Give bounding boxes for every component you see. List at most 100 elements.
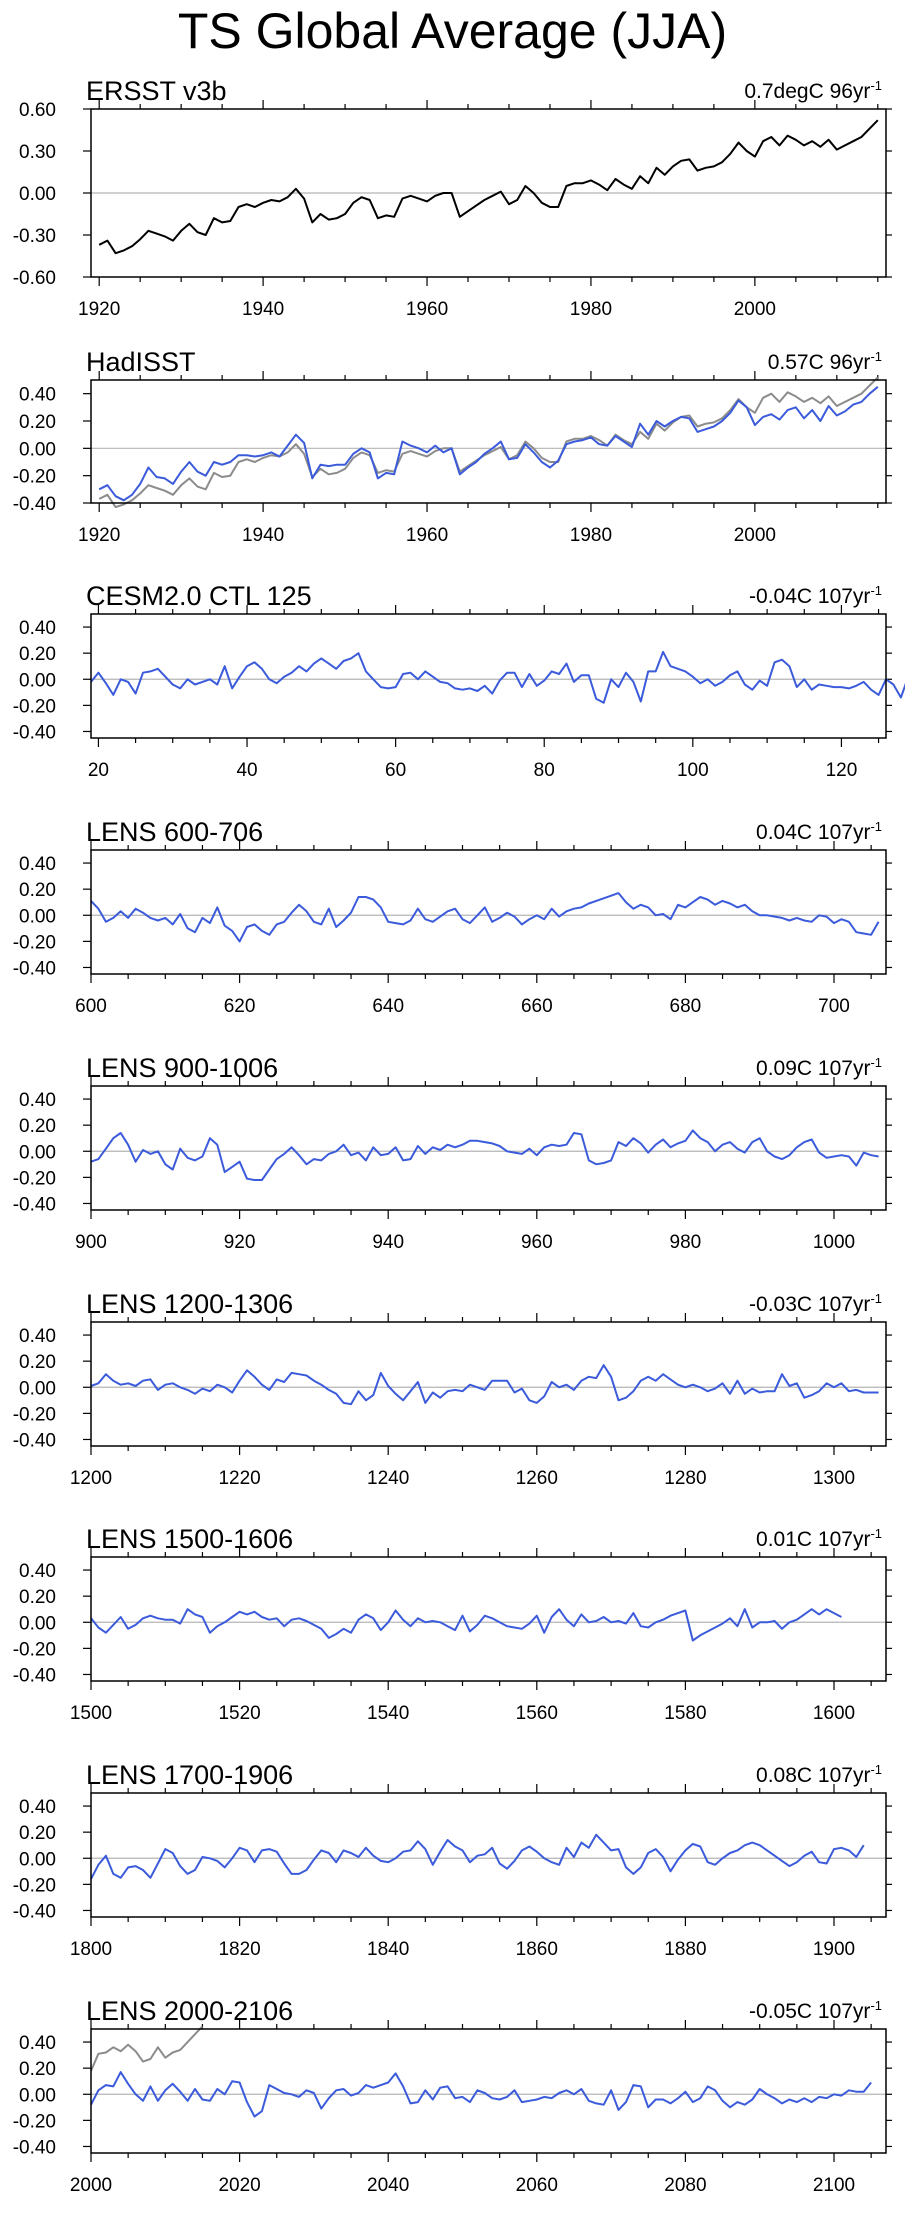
y-tick-label: 0.00: [19, 670, 56, 691]
x-tick-label: 620: [224, 996, 256, 1017]
y-tick-label: 0.00: [19, 439, 56, 460]
x-tick-label: 1500: [70, 1703, 112, 1724]
y-tick-label: -0.40: [13, 1901, 56, 1922]
y-tick-label: -0.20: [13, 1404, 56, 1425]
y-tick-label: 0.40: [19, 2033, 56, 2054]
trend-superscript: -1: [870, 1291, 882, 1306]
trend-label: 0.08C 107yr-1: [756, 1762, 882, 1787]
x-tick-label: 640: [372, 996, 404, 1017]
y-tick-label: -0.60: [13, 268, 56, 289]
series-line-lens-600-706: [90, 892, 880, 943]
x-tick-label: 900: [75, 1232, 107, 1253]
trend-superscript: -1: [870, 1055, 882, 1070]
series-line-cesm2-0: [90, 650, 905, 704]
x-tick-label: 1600: [813, 1703, 855, 1724]
panel-title: CESM2.0 CTL 125: [86, 581, 312, 611]
x-tick-label: 700: [818, 996, 850, 1017]
y-tick-label: 0.40: [19, 618, 56, 639]
y-tick-label: 0.20: [19, 2059, 56, 2080]
y-tick-label: -0.40: [13, 494, 56, 515]
y-tick-label: 0.00: [19, 906, 56, 927]
y-tick-label: 0.00: [19, 1613, 56, 1634]
x-tick-label: 1980: [570, 299, 612, 320]
x-tick-label: 1580: [664, 1703, 706, 1724]
x-tick-label: 960: [521, 1232, 553, 1253]
plot-frame: [90, 1321, 887, 1447]
x-tick-label: 1880: [664, 1939, 706, 1960]
x-tick-label: 2020: [218, 2175, 260, 2196]
y-tick-label: 0.20: [19, 1587, 56, 1608]
y-tick-label: 0.20: [19, 1823, 56, 1844]
y-tick-label: 0.00: [19, 2085, 56, 2106]
panel-title: LENS 1500-1606: [86, 1524, 293, 1554]
x-tick-label: 660: [521, 996, 553, 1017]
y-tick-label: 0.40: [19, 1090, 56, 1111]
y-tick-label: 0.00: [19, 184, 56, 205]
plot-frame: [90, 108, 887, 278]
chart-panel-5: LENS 900-1006 0.09C 107yr-1 0.40 0.20 0.00 -0…: [13, 1053, 892, 1253]
chart-panel-6: LENS 1200-1306 -0.03C 107yr-1 0.40 0.20 0.00…: [13, 1289, 892, 1489]
x-tick-label: 2000: [734, 299, 776, 320]
x-tick-label: 1960: [406, 525, 448, 546]
y-tick-label: 0.40: [19, 385, 56, 406]
y-tick-label: -0.20: [13, 467, 56, 488]
panel-title: LENS 900-1006: [86, 1053, 278, 1083]
plot-frame: [90, 1556, 887, 1682]
series-line-ersst-v3b: [90, 2025, 204, 2072]
y-tick-label: 0.40: [19, 1326, 56, 1347]
chart-panel-4: LENS 600-706 0.04C 107yr-1 0.40 0.20 0.00 -0.…: [13, 817, 892, 1017]
y-tick-label: -0.20: [13, 1875, 56, 1896]
x-tick-label: 1540: [367, 1703, 409, 1724]
trend-label: 0.57C 96yr-1: [768, 349, 882, 374]
series-line-lens-1500-1606: [90, 1608, 842, 1642]
x-tick-label: 2060: [516, 2175, 558, 2196]
y-tick-label: 0.20: [19, 644, 56, 665]
y-tick-label: 0.00: [19, 1378, 56, 1399]
x-tick-label: 1220: [218, 1468, 260, 1489]
x-tick-label: 1300: [813, 1468, 855, 1489]
x-tick-label: 940: [372, 1232, 404, 1253]
x-tick-label: 20: [88, 760, 109, 781]
chart-panel-7: LENS 1500-1606 0.01C 107yr-1 0.40 0.20 0.00 -…: [13, 1524, 892, 1724]
y-tick-label: -0.40: [13, 1194, 56, 1215]
chart-panel-8: LENS 1700-1906 0.08C 107yr-1 0.40 0.20 0.00 -…: [13, 1760, 892, 1960]
panel-title: LENS 1200-1306: [86, 1289, 293, 1319]
trend-superscript: -1: [870, 1998, 882, 2013]
x-tick-label: 2080: [664, 2175, 706, 2196]
x-tick-label: 600: [75, 996, 107, 1017]
y-tick-label: -0.20: [13, 1168, 56, 1189]
x-tick-label: 1920: [78, 299, 120, 320]
series-line-lens-900-1006: [90, 1129, 879, 1181]
x-tick-label: 1260: [516, 1468, 558, 1489]
x-tick-label: 1860: [516, 1939, 558, 1960]
y-tick-label: 0.60: [19, 100, 56, 121]
trend-label: 0.7degC 96yr-1: [744, 78, 882, 103]
x-tick-label: 1520: [218, 1703, 260, 1724]
series-line-lens-2000-2106: [90, 2071, 872, 2118]
x-tick-label: 680: [670, 996, 702, 1017]
y-tick-label: -0.20: [13, 1639, 56, 1660]
trend-superscript: -1: [870, 1762, 882, 1777]
panel-title: LENS 1700-1906: [86, 1760, 293, 1790]
trend-superscript: -1: [870, 583, 882, 598]
y-tick-label: 0.40: [19, 1561, 56, 1582]
x-tick-label: 40: [236, 760, 257, 781]
x-tick-label: 1940: [242, 525, 284, 546]
chart-panel-2: HadISST 0.57C 96yr-1 0.40 0.20 0.00 -0.20 -0.4…: [13, 347, 892, 546]
plot-frame: [90, 1792, 887, 1918]
trend-superscript: -1: [870, 349, 882, 364]
y-tick-label: -0.40: [13, 958, 56, 979]
trend-superscript: -1: [870, 78, 882, 93]
y-tick-label: -0.40: [13, 1430, 56, 1451]
x-tick-label: 1000: [813, 1232, 855, 1253]
x-tick-label: 80: [534, 760, 555, 781]
plot-frame: [90, 849, 887, 975]
y-tick-label: 0.20: [19, 1116, 56, 1137]
trend-superscript: -1: [870, 1526, 882, 1541]
figure-title: TS Global Average (JJA): [177, 3, 728, 59]
plot-frame: [90, 379, 887, 504]
x-tick-label: 1840: [367, 1939, 409, 1960]
x-tick-label: 980: [670, 1232, 702, 1253]
trend-label: 0.01C 107yr-1: [756, 1526, 882, 1551]
